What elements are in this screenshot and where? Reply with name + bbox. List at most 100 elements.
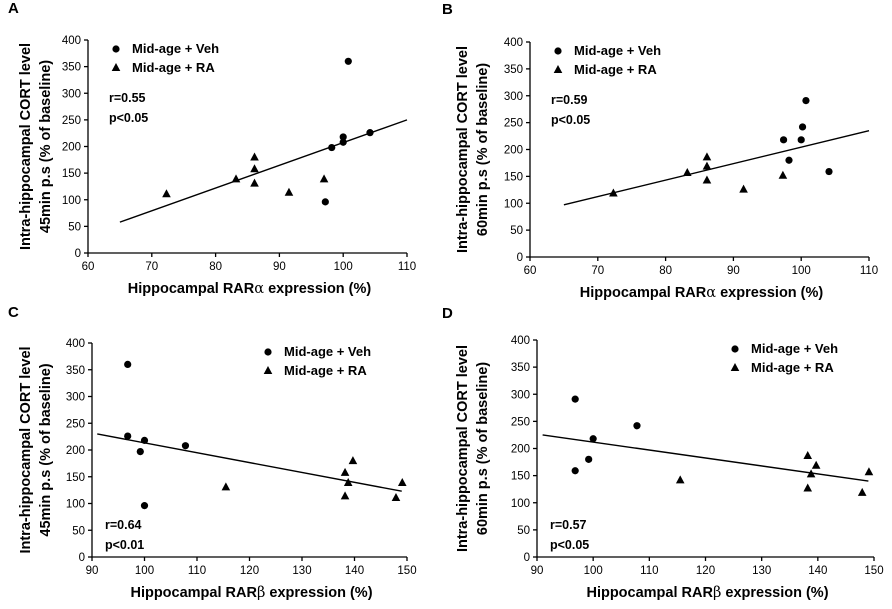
x-tick-label: 150 — [397, 565, 416, 577]
x-tick-label: 100 — [334, 261, 353, 273]
regression-line — [97, 433, 402, 492]
x-axis-label: Hippocampal RARα expression (%) — [128, 281, 372, 297]
data-point-ra — [778, 170, 788, 179]
y-tick-label: 350 — [504, 64, 523, 76]
data-point-ra — [702, 152, 712, 161]
data-point-ra — [702, 161, 712, 170]
panel-letter: A — [8, 0, 19, 17]
data-point-ra — [864, 467, 874, 476]
panel-c: C 0 50 100 150 200 250 300 350 400 90 100 110 120 130 1… — [8, 304, 417, 601]
data-point-ra — [319, 174, 329, 183]
y-tick-label: 50 — [510, 225, 523, 237]
y-tick-label: 100 — [66, 499, 85, 511]
y-tick-label: 100 — [62, 195, 81, 207]
y-tick-label: 200 — [62, 142, 81, 154]
x-tick-label: 90 — [531, 565, 544, 577]
x-tick-label: 110 — [640, 565, 658, 577]
x-tick-label: 60 — [524, 265, 537, 277]
y-tick-label: 100 — [504, 198, 523, 210]
data-point-ra — [739, 184, 748, 193]
y-axis-label-line1: Intra-hippocampal CORT level — [455, 345, 471, 552]
y-axis-label-line2: 45min p.s (% of baseline) — [38, 363, 54, 536]
data-point-veh — [798, 123, 807, 131]
y-axis-label-line1: Intra-hippocampal CORT level — [455, 46, 471, 253]
x-tick-label: 140 — [345, 565, 364, 577]
x-tick-label: 80 — [659, 265, 672, 277]
legend-marker-triangle — [553, 65, 563, 73]
y-tick-label: 350 — [511, 362, 530, 374]
y-tick-label: 200 — [66, 445, 85, 457]
data-point-veh — [328, 143, 336, 152]
y-axis-label-line2: 45min p.s (% of baseline) — [38, 60, 54, 233]
x-tick-label: 90 — [273, 261, 286, 273]
data-point-veh — [571, 395, 579, 403]
y-tick-label: 250 — [511, 416, 530, 428]
data-point-ra — [250, 152, 259, 161]
legend-label: Mid-age + Veh — [284, 344, 371, 359]
data-point-veh — [181, 442, 190, 450]
stat-r: r=0.64 — [105, 518, 142, 532]
x-tick-label: 60 — [82, 261, 95, 273]
y-tick-label: 50 — [68, 221, 81, 233]
legend-marker-circle — [112, 45, 120, 53]
x-axis-label: Hippocampal RARβ expression (%) — [586, 585, 828, 601]
y-tick-label: 400 — [62, 35, 81, 47]
data-point-ra — [340, 491, 350, 500]
x-axis-label: Hippocampal RARα expression (%) — [580, 285, 824, 301]
y-axis-label-line1: Intra-hippocampal CORT level — [18, 346, 34, 553]
data-point-veh — [589, 435, 597, 443]
y-tick-label: 100 — [511, 498, 530, 510]
y-tick-label: 250 — [66, 418, 85, 430]
legend-label: Mid-age + RA — [132, 60, 215, 75]
regression-line — [563, 130, 870, 206]
y-tick-label: 200 — [504, 145, 523, 157]
panel-letter: D — [442, 305, 453, 322]
data-point-veh — [339, 138, 347, 146]
regression-line — [542, 434, 869, 482]
y-tick-label: 50 — [72, 525, 85, 537]
data-point-veh — [344, 57, 352, 65]
stat-r: r=0.59 — [551, 93, 588, 107]
data-point-veh — [321, 198, 329, 206]
y-tick-label: 250 — [62, 115, 81, 127]
data-point-ra — [231, 174, 241, 183]
data-point-ra — [250, 164, 259, 173]
panel-d: D 0 50 100 150 200 250 300 350 400 90 100 110 120 130 1… — [442, 305, 884, 601]
data-point-ra — [609, 188, 618, 197]
data-point-veh — [339, 133, 347, 141]
x-tick-label: 90 — [86, 565, 99, 577]
x-tick-label: 120 — [240, 565, 259, 577]
stat-r: r=0.57 — [550, 518, 587, 532]
stat-p: p<0.01 — [105, 538, 144, 552]
data-point-veh — [802, 96, 810, 105]
panel-letter: B — [442, 1, 453, 18]
data-point-ra — [811, 460, 821, 469]
y-tick-label: 150 — [504, 171, 523, 183]
y-tick-label: 300 — [511, 389, 530, 401]
y-tick-label: 350 — [66, 365, 85, 377]
data-point-veh — [571, 467, 579, 475]
x-tick-label: 130 — [292, 565, 311, 577]
legend-marker-circle — [264, 348, 272, 356]
legend-label: Mid-age + RA — [574, 62, 657, 77]
y-tick-label: 0 — [517, 252, 523, 264]
data-point-veh — [140, 502, 149, 510]
stat-r: r=0.55 — [109, 91, 146, 105]
data-point-veh — [797, 136, 805, 144]
legend-marker-circle — [554, 47, 562, 55]
x-tick-label: 130 — [752, 565, 771, 577]
legend-label: Mid-age + RA — [284, 363, 367, 378]
x-tick-label: 70 — [591, 265, 604, 277]
x-tick-label: 110 — [188, 565, 206, 577]
legend-label: Mid-age + RA — [751, 360, 834, 375]
data-point-ra — [675, 475, 685, 484]
data-point-ra — [702, 175, 712, 184]
x-tick-label: 90 — [727, 265, 740, 277]
data-point-veh — [779, 136, 788, 144]
x-axis-label: Hippocampal RARβ expression (%) — [130, 585, 372, 601]
y-axis-label-line1: Intra-hippocampal CORT level — [18, 43, 34, 250]
legend-marker-circle — [731, 345, 739, 353]
y-tick-label: 50 — [517, 525, 530, 537]
y-tick-label: 0 — [79, 552, 85, 564]
